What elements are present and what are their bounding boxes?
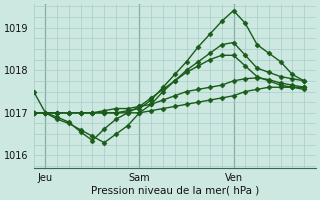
X-axis label: Pression niveau de la mer( hPa ): Pression niveau de la mer( hPa ) [91, 186, 259, 196]
